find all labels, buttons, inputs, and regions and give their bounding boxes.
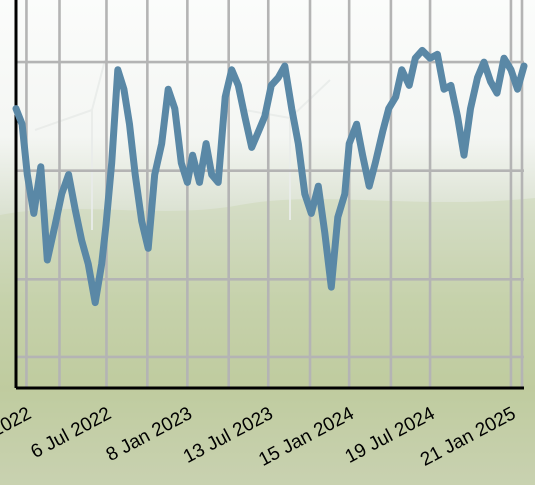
series-layer (12, 46, 528, 307)
axes (14, 0, 524, 390)
series-line (12, 46, 528, 307)
